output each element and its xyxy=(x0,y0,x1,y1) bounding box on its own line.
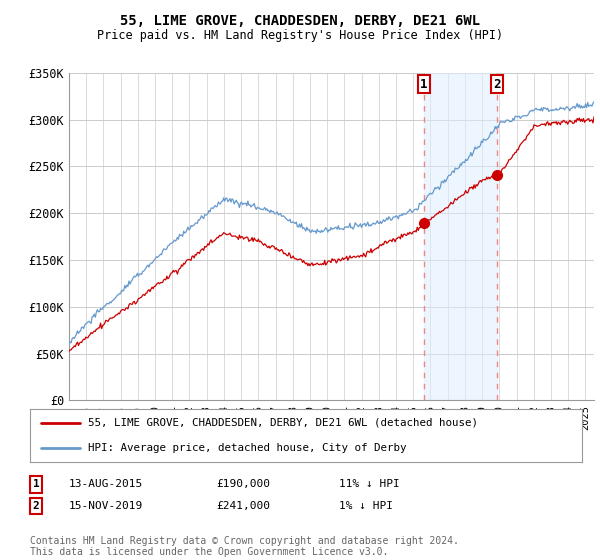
Text: HPI: Average price, detached house, City of Derby: HPI: Average price, detached house, City… xyxy=(88,443,406,453)
Bar xyxy=(424,73,497,400)
Text: 1: 1 xyxy=(420,78,428,91)
Text: 55, LIME GROVE, CHADDESDEN, DERBY, DE21 6WL: 55, LIME GROVE, CHADDESDEN, DERBY, DE21 … xyxy=(120,14,480,28)
Text: 2: 2 xyxy=(32,501,40,511)
Text: Contains HM Land Registry data © Crown copyright and database right 2024.
This d: Contains HM Land Registry data © Crown c… xyxy=(30,535,459,557)
Text: £190,000: £190,000 xyxy=(216,479,270,489)
Text: 1: 1 xyxy=(32,479,40,489)
Text: 11% ↓ HPI: 11% ↓ HPI xyxy=(339,479,400,489)
Text: 55, LIME GROVE, CHADDESDEN, DERBY, DE21 6WL (detached house): 55, LIME GROVE, CHADDESDEN, DERBY, DE21 … xyxy=(88,418,478,428)
Text: 13-AUG-2015: 13-AUG-2015 xyxy=(69,479,143,489)
Text: Price paid vs. HM Land Registry's House Price Index (HPI): Price paid vs. HM Land Registry's House … xyxy=(97,29,503,42)
Text: £241,000: £241,000 xyxy=(216,501,270,511)
Text: 1% ↓ HPI: 1% ↓ HPI xyxy=(339,501,393,511)
Text: 15-NOV-2019: 15-NOV-2019 xyxy=(69,501,143,511)
Text: 2: 2 xyxy=(493,78,501,91)
